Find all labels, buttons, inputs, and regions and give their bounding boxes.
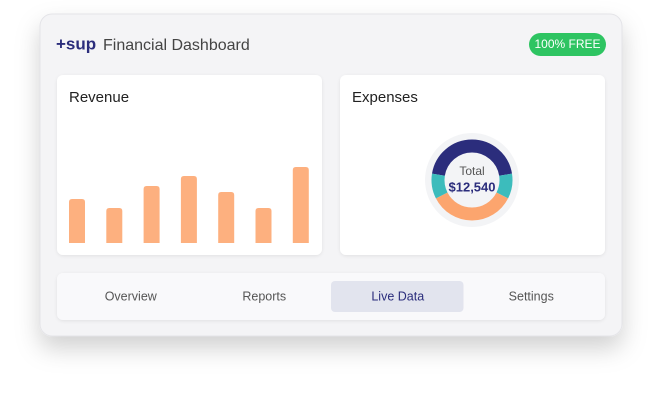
donut-segment	[432, 139, 512, 177]
bar	[292, 167, 309, 243]
expenses-title: Expenses	[352, 89, 418, 106]
tab-label: Settings	[509, 289, 554, 303]
donut-label: Total	[459, 164, 484, 178]
tab[interactable]: Live Data	[331, 281, 464, 312]
revenue-title: Revenue	[69, 89, 129, 106]
bar	[180, 176, 197, 243]
bar	[143, 186, 160, 243]
bar	[106, 208, 123, 243]
tab-label: Overview	[105, 289, 158, 303]
tab[interactable]: Reports	[242, 289, 286, 303]
tab[interactable]: Overview	[105, 289, 158, 303]
donut-segment	[435, 192, 509, 221]
donut-segment	[431, 173, 448, 199]
donut-total: $12,540	[449, 179, 496, 194]
bar	[69, 199, 85, 243]
badge	[529, 33, 606, 56]
dashboard-title: Financial Dashboard	[103, 37, 250, 54]
tab-label: Live Data	[371, 289, 424, 303]
logo: +sup	[56, 34, 96, 53]
donut-segment	[496, 173, 513, 199]
tab[interactable]: Settings	[509, 289, 554, 303]
tab-label: Reports	[242, 289, 286, 303]
bar	[255, 208, 272, 243]
active-tab-bg	[331, 281, 464, 312]
badge-text: 100% FREE	[534, 37, 600, 51]
bar	[218, 192, 235, 243]
